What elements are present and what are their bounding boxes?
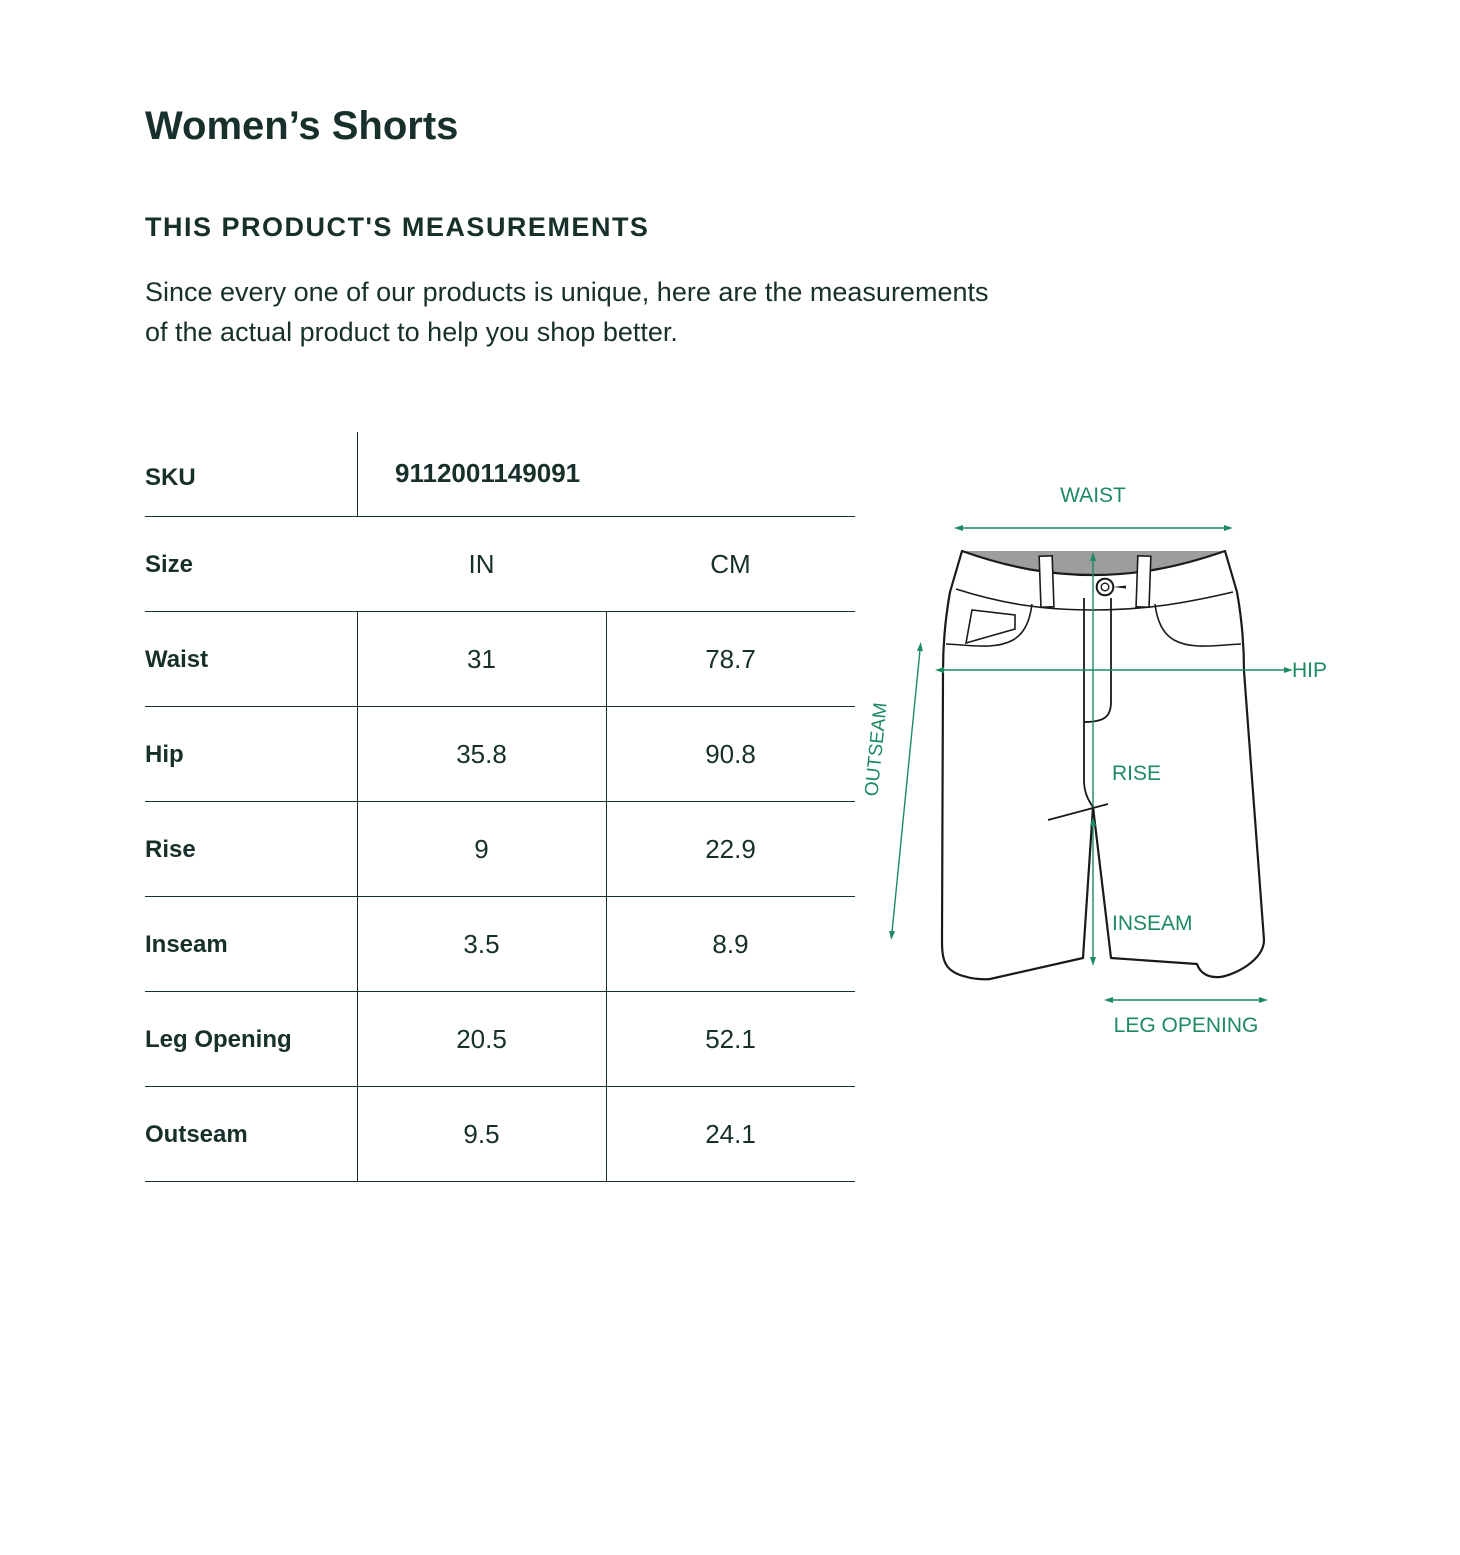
- svg-text:WAIST: WAIST: [1060, 484, 1126, 507]
- svg-text:LEG OPENING: LEG OPENING: [1114, 1014, 1259, 1037]
- svg-text:INSEAM: INSEAM: [1112, 912, 1193, 935]
- svg-text:HIP: HIP: [1292, 659, 1327, 682]
- svg-text:RISE: RISE: [1112, 762, 1161, 785]
- svg-text:OUTSEAM: OUTSEAM: [861, 702, 891, 798]
